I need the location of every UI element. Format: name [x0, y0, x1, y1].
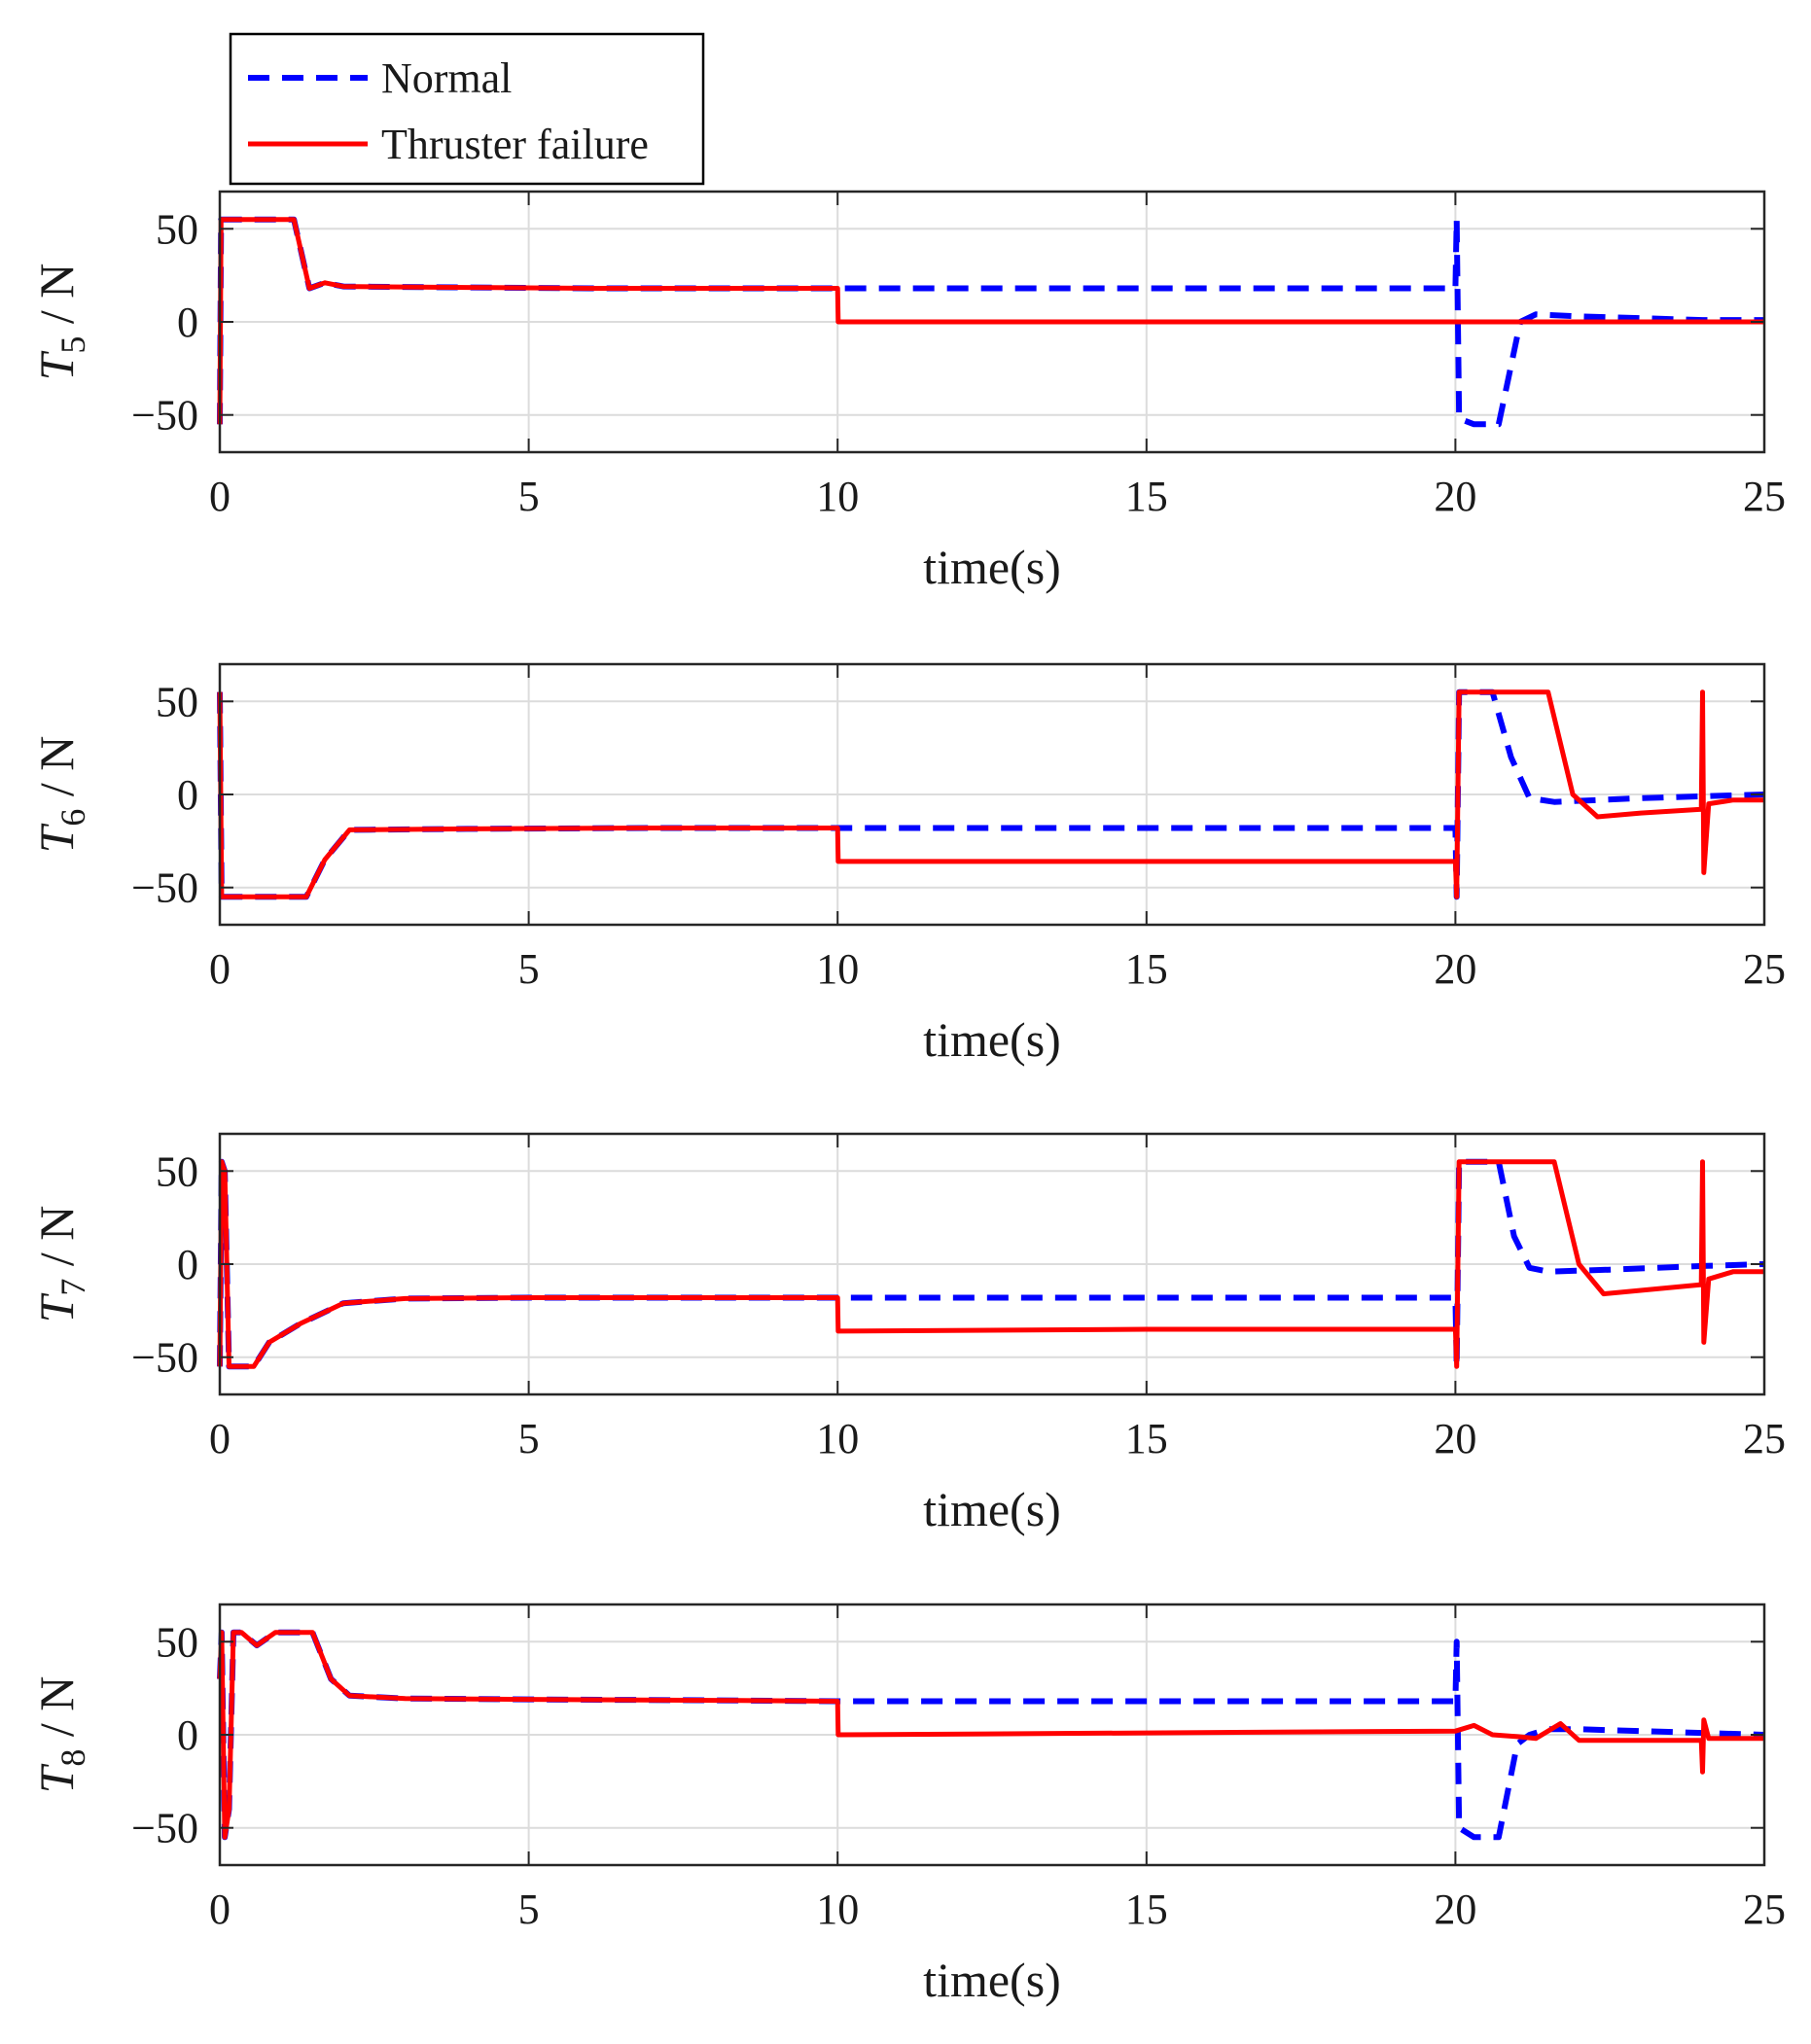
- y-tick-label: 0: [177, 299, 198, 346]
- y-axis-label-symbol: T: [29, 823, 84, 853]
- y-tick-label: 50: [156, 1618, 198, 1666]
- x-tick-label: 15: [1125, 1885, 1168, 1933]
- y-axis-label-subscript: 5: [53, 336, 92, 354]
- y-tick-label: 0: [177, 771, 198, 819]
- x-tick-label: 25: [1743, 945, 1786, 993]
- y-axis-label: T5 / N: [29, 264, 92, 381]
- y-tick-label: −50: [131, 392, 198, 440]
- series-line-thruster-failure: [217, 689, 1764, 899]
- x-tick-label: 10: [816, 1415, 859, 1463]
- y-axis-label-symbol: T: [29, 1763, 84, 1793]
- y-axis-label: T6 / N: [29, 736, 92, 854]
- x-tick-label: 10: [816, 1885, 859, 1933]
- y-tick-label: 0: [177, 1241, 198, 1288]
- y-axis-label-unit: / N: [29, 264, 84, 336]
- x-tick-label: 5: [518, 945, 540, 993]
- y-tick-label: 50: [156, 205, 198, 253]
- y-tick-label: −50: [131, 1334, 198, 1382]
- x-axis-label: time(s): [923, 1953, 1061, 2007]
- y-tick-label: 50: [156, 678, 198, 725]
- y-axis-label: T8 / N: [29, 1676, 92, 1794]
- x-tick-label: 20: [1434, 473, 1476, 520]
- y-axis-label-symbol: T: [29, 1292, 84, 1322]
- x-tick-label: 10: [816, 473, 859, 520]
- x-axis-label: time(s): [923, 1012, 1061, 1067]
- y-axis-label-subscript: 7: [53, 1279, 92, 1296]
- x-tick-label: 5: [518, 473, 540, 520]
- y-axis-label: T7 / N: [29, 1206, 92, 1323]
- y-tick-label: 50: [156, 1147, 198, 1195]
- x-tick-label: 20: [1434, 1885, 1476, 1933]
- legend-normal-label: Normal: [381, 54, 512, 102]
- legend: Normal Thruster failure: [229, 32, 705, 186]
- y-axis-label-symbol: T: [29, 350, 84, 380]
- series-line-thruster-failure: [217, 1159, 1764, 1369]
- x-tick-label: 10: [816, 945, 859, 993]
- x-tick-label: 25: [1743, 1885, 1786, 1933]
- x-axis-label: time(s): [923, 540, 1061, 594]
- y-tick-label: 0: [177, 1711, 198, 1759]
- x-tick-label: 15: [1125, 1415, 1168, 1463]
- x-axis-label: time(s): [923, 1482, 1061, 1536]
- y-axis-label-unit: / N: [29, 1206, 84, 1279]
- x-tick-label: 15: [1125, 473, 1168, 520]
- x-tick-label: 5: [518, 1885, 540, 1933]
- x-tick-label: 25: [1743, 1415, 1786, 1463]
- y-axis-label-unit: / N: [29, 1676, 84, 1749]
- series-line-thruster-failure: [217, 217, 1764, 425]
- y-axis-label-subscript: 8: [53, 1749, 92, 1767]
- legend-failure-label: Thruster failure: [381, 121, 649, 168]
- x-tick-label: 0: [209, 945, 231, 993]
- x-tick-label: 20: [1434, 945, 1476, 993]
- x-tick-label: 0: [209, 1415, 231, 1463]
- y-axis-label-unit: / N: [29, 736, 84, 809]
- x-tick-label: 0: [209, 1885, 231, 1933]
- y-axis-label-subscript: 6: [53, 809, 92, 827]
- x-tick-label: 15: [1125, 945, 1168, 993]
- y-tick-label: −50: [131, 864, 198, 912]
- x-tick-label: 0: [209, 473, 231, 520]
- x-tick-label: 5: [518, 1415, 540, 1463]
- series-line-thruster-failure: [217, 1630, 1764, 1840]
- y-tick-label: −50: [131, 1805, 198, 1852]
- x-tick-label: 20: [1434, 1415, 1476, 1463]
- x-tick-label: 25: [1743, 473, 1786, 520]
- legend-box: [229, 32, 705, 186]
